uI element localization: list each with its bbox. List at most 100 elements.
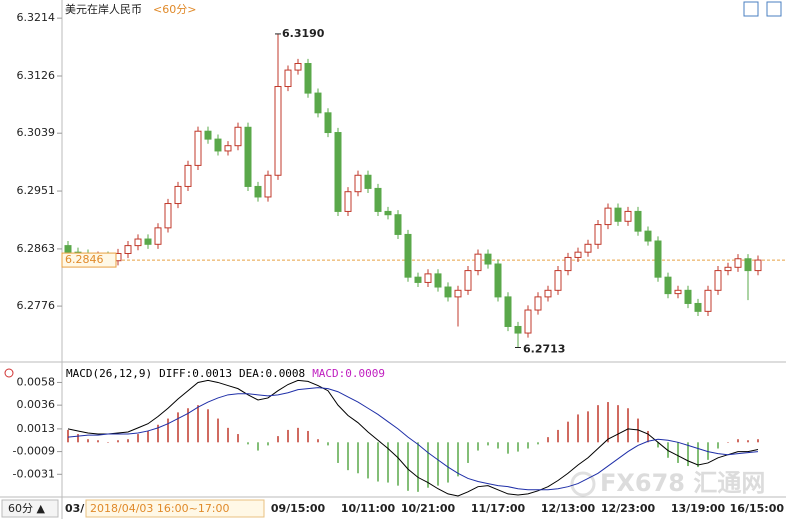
x-tick-label: 10/11:00 [341, 502, 396, 515]
cursor-label: 2018/04/03 16:00~17:00 [90, 502, 230, 515]
macd-bar [547, 437, 549, 443]
macd-bar [427, 442, 429, 488]
candle-body [274, 86, 282, 176]
macd-bar [387, 442, 389, 483]
icon-button[interactable] [743, 1, 759, 17]
macd-bar [367, 442, 369, 479]
macd-bar [527, 442, 529, 449]
legend-entry: MACD(26,12,9) [66, 367, 152, 380]
macd-bar [647, 430, 649, 443]
macd-bar [457, 442, 459, 477]
candle-body [454, 289, 462, 298]
macd-bar [137, 434, 139, 443]
macd-bar [177, 412, 179, 443]
macd-bar [347, 442, 349, 471]
candle-body [364, 174, 372, 189]
macd-bar [597, 405, 599, 443]
x-tick-label: 13/19:00 [671, 502, 726, 515]
candle-body [524, 309, 532, 334]
candle-body [424, 273, 432, 283]
candle-body [644, 230, 652, 242]
macd-bar [147, 430, 149, 443]
candle-body [164, 203, 172, 229]
y-tick-label: 6.3214 [17, 11, 56, 24]
macd-bar [617, 405, 619, 443]
annotation: 6.3190 [282, 27, 325, 40]
candle-body [64, 245, 72, 253]
candle-body [224, 145, 232, 152]
candle-body [564, 256, 572, 272]
macd-bar [507, 442, 509, 454]
macd-bar [297, 427, 299, 443]
candle-body [304, 63, 312, 94]
macd-bar [737, 439, 739, 443]
legend-entry: DIFF:0.0013 [159, 367, 232, 380]
candle-body [294, 63, 302, 71]
crosshair-icon[interactable] [4, 368, 14, 378]
candle-body [674, 289, 682, 295]
macd-bar [487, 442, 489, 446]
chart-title: 美元在岸人民币 [65, 3, 142, 16]
macd-bar [437, 442, 439, 486]
macd-bar [307, 430, 309, 443]
macd-bar [317, 439, 319, 443]
icon-button[interactable] [766, 1, 782, 17]
macd-bar [87, 439, 89, 443]
macd-bar [257, 442, 259, 451]
candle-body [714, 270, 722, 291]
x-tick-label: 10/21:00 [401, 502, 456, 515]
y-tick-label: 0.0013 [17, 422, 56, 435]
macd-bar [217, 418, 219, 443]
macd-bar [207, 409, 209, 443]
macd-line [67, 387, 759, 491]
macd-bar [237, 434, 239, 443]
y-tick-label: -0.0009 [13, 445, 55, 458]
candle-body [334, 132, 342, 212]
candle-body [754, 259, 762, 272]
x-tick-label: 03/ [65, 502, 85, 515]
macd-bar [757, 439, 759, 443]
macd-bar [717, 442, 719, 449]
macd-bar [357, 442, 359, 474]
candle-body [654, 240, 662, 278]
candle-body [254, 185, 262, 198]
candle-body [354, 174, 362, 193]
candle-body [534, 296, 542, 311]
candle-body [384, 210, 392, 216]
y-tick-label: -0.0031 [13, 467, 55, 480]
period-button[interactable] [1, 499, 59, 518]
macd-bar [477, 442, 479, 451]
candle-body [184, 164, 192, 187]
macd-bar [537, 442, 539, 445]
legend-entry: MACD:0.0009 [312, 367, 385, 380]
macd-bar [167, 418, 169, 443]
macd-bar [517, 442, 519, 452]
candle-body [124, 245, 132, 255]
macd-line [67, 379, 759, 497]
candle-body [314, 92, 322, 114]
watermark-logo [570, 471, 596, 497]
period-button-label[interactable]: 60分 ▲ [8, 502, 45, 515]
annotation: 6.2713 [523, 343, 565, 356]
macd-bar [397, 442, 399, 486]
candle-body [574, 251, 582, 258]
candle-body [154, 227, 162, 245]
candle-body [734, 258, 742, 268]
macd-bar [127, 439, 129, 443]
macd-bar [227, 427, 229, 443]
candle-body [414, 276, 422, 283]
macd-bar [107, 442, 109, 443]
macd-bar [407, 442, 409, 491]
x-tick-label: 16/15:00 [730, 502, 785, 515]
chart-subtitle: <60分> [153, 3, 196, 16]
macd-bar [277, 436, 279, 443]
candle-body [324, 112, 332, 134]
candle-body [144, 238, 152, 245]
x-tick-label: 11/17:00 [471, 502, 526, 515]
candle-body [544, 289, 552, 298]
macd-bar [727, 442, 729, 443]
candle-body [614, 207, 622, 222]
candle-body [634, 210, 642, 232]
candle-body [664, 276, 672, 295]
